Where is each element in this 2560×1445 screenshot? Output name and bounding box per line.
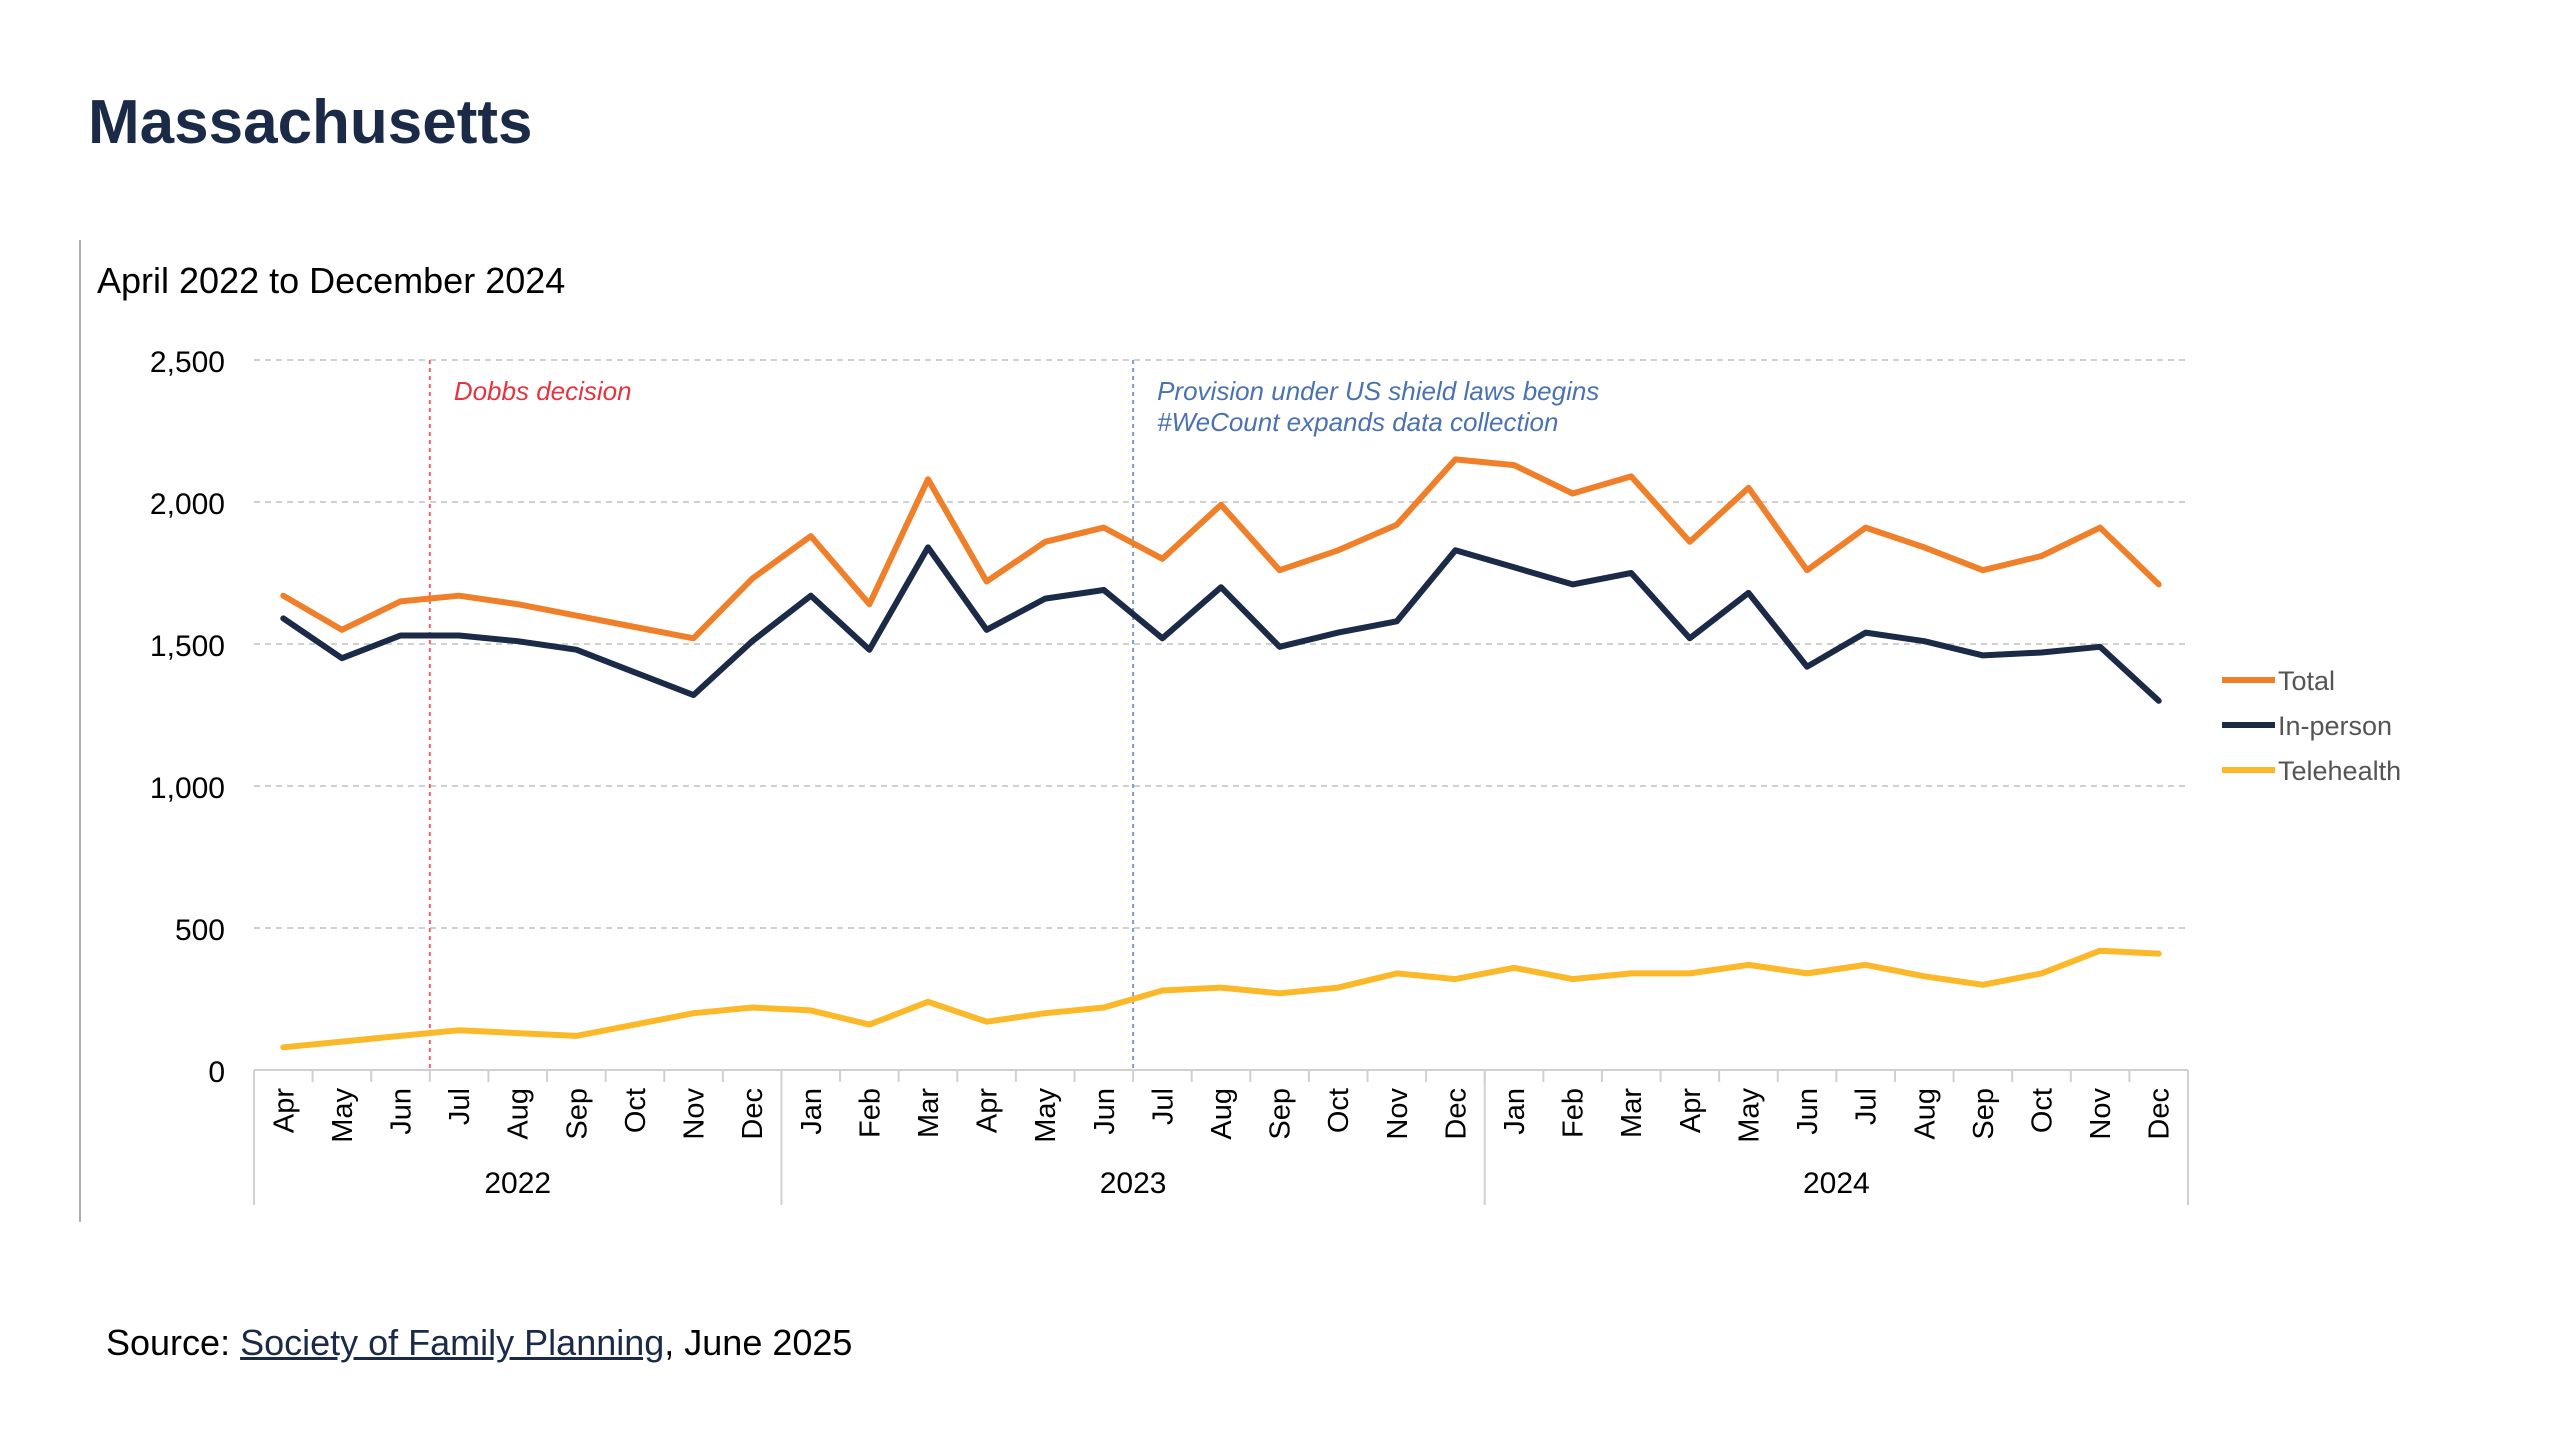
x-tick-label: Mar — [1616, 1088, 1648, 1138]
x-tick-label: Mar — [913, 1088, 945, 1138]
x-tick-label: Jul — [1147, 1088, 1179, 1125]
y-tick-label: 1,500 — [150, 630, 225, 663]
x-tick-label: Dec — [737, 1088, 769, 1140]
x-tick-label: Jul — [444, 1088, 476, 1125]
source-suffix: , June 2025 — [664, 1322, 853, 1363]
source-line: Source: Society of Family Planning, June… — [106, 1322, 852, 1364]
legend: Total In-person Telehealth — [2222, 666, 2401, 786]
x-tick-label: Apr — [1675, 1088, 1707, 1133]
x-tick-label: May — [1733, 1088, 1765, 1143]
source-prefix: Source: — [106, 1322, 241, 1363]
x-tick-label: Nov — [679, 1088, 711, 1140]
shield-annotation-text: Provision under US shield laws begins — [1157, 376, 1599, 406]
x-tick-label: Jan — [1499, 1088, 1531, 1135]
x-tick-label: Feb — [854, 1088, 886, 1138]
x-tick-label: Sep — [561, 1088, 593, 1140]
annotation-layer: Dobbs decision Provision under US shield … — [428, 360, 1599, 1070]
source-link[interactable]: Society of Family Planning — [240, 1322, 665, 1363]
legend-label-telehealth: Telehealth — [2278, 756, 2401, 786]
chart-subtitle: April 2022 to December 2024 — [97, 260, 565, 301]
x-tick-label: Jul — [1851, 1088, 1883, 1125]
year-label: 2023 — [1100, 1167, 1167, 1200]
x-tick-label: May — [1030, 1088, 1062, 1143]
y-tick-label: 500 — [175, 914, 225, 947]
x-tick-label: Sep — [1968, 1088, 2000, 1140]
page-title: Massachusetts — [88, 88, 533, 157]
x-tick-label: Jun — [1792, 1088, 1824, 1135]
x-tick-label: Jun — [1089, 1088, 1121, 1135]
x-tick-label: Aug — [503, 1088, 535, 1140]
series-line-telehealth — [280, 947, 2162, 1051]
x-tick-label: Oct — [1323, 1088, 1355, 1133]
x-tick-label: Sep — [1265, 1088, 1297, 1140]
x-tick-label: Apr — [972, 1088, 1004, 1133]
y-tick-label: 2,000 — [150, 488, 225, 521]
x-tick-label: Dec — [2144, 1088, 2176, 1140]
year-label: 2022 — [484, 1167, 551, 1200]
x-tick-label: Nov — [2085, 1088, 2117, 1140]
year-label: 2024 — [1803, 1167, 1870, 1200]
y-tick-label: 1,000 — [150, 772, 225, 805]
x-tick-label: Jun — [386, 1088, 418, 1135]
series-line-in-person — [280, 544, 2162, 704]
x-tick-label: Oct — [620, 1088, 652, 1133]
y-tick-label: 2,500 — [150, 346, 225, 379]
x-tick-label: Feb — [1558, 1088, 1590, 1138]
x-tick-label: Aug — [1206, 1088, 1238, 1140]
series-line-total — [280, 456, 2162, 642]
grid-layer — [254, 359, 2188, 929]
shield-annotation-text: #WeCount expands data collection — [1157, 407, 1558, 437]
axis-layer: 0 500 1,000 1,500 2,000 2,500 Apr May Jun Jul Aug S… — [150, 346, 2189, 1205]
x-tick-label: Nov — [1382, 1088, 1414, 1140]
series-layer — [280, 456, 2162, 1051]
x-tick-label: Apr — [268, 1088, 300, 1133]
x-tick-label: Dec — [1440, 1088, 1472, 1140]
x-tick-label: May — [327, 1088, 359, 1143]
y-tick-label: 0 — [208, 1056, 225, 1089]
legend-label-total: Total — [2278, 666, 2335, 696]
x-tick-label: Aug — [1909, 1088, 1941, 1140]
x-tick-label: Jan — [796, 1088, 828, 1135]
dobbs-annotation-text: Dobbs decision — [454, 376, 632, 406]
x-tick-label: Oct — [2026, 1088, 2058, 1133]
legend-label-in-person: In-person — [2278, 711, 2392, 741]
